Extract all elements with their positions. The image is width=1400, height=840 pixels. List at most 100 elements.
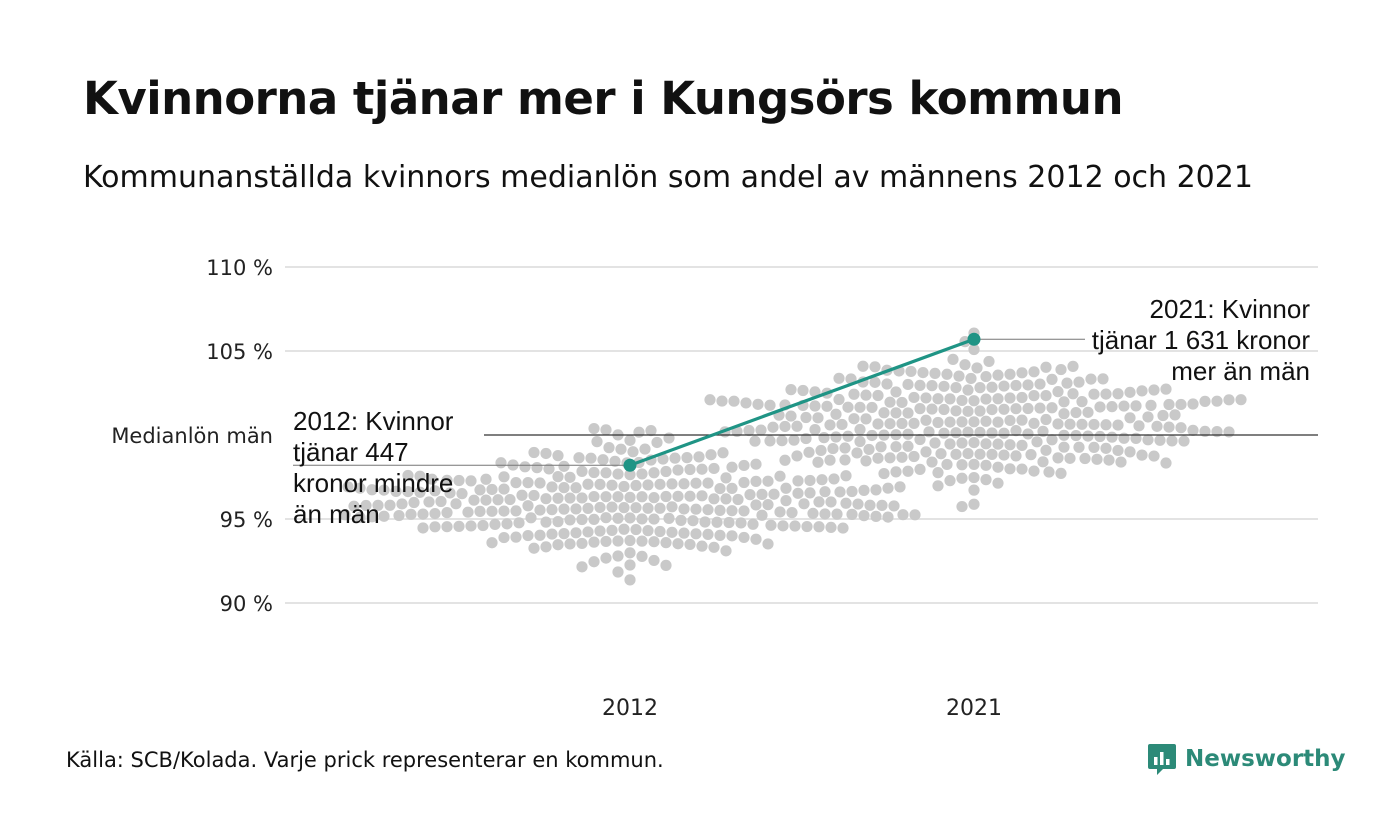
municipality-dot bbox=[798, 498, 810, 510]
municipality-dot bbox=[836, 418, 848, 431]
municipality-dot bbox=[968, 484, 980, 496]
municipality-dot bbox=[882, 482, 894, 494]
municipality-dot bbox=[1016, 391, 1028, 404]
municipality-dot bbox=[576, 513, 588, 526]
municipality-dot bbox=[914, 463, 926, 475]
municipality-dot bbox=[510, 477, 522, 489]
municipality-dot bbox=[480, 473, 492, 485]
municipality-dot bbox=[956, 394, 968, 407]
municipality-dot bbox=[747, 518, 759, 530]
municipality-dot bbox=[684, 538, 696, 551]
municipality-dot bbox=[441, 521, 453, 533]
municipality-dot bbox=[462, 506, 474, 518]
municipality-dot bbox=[956, 416, 968, 428]
municipality-dot bbox=[624, 534, 636, 547]
municipality-dot bbox=[558, 460, 570, 472]
municipality-dot bbox=[824, 454, 836, 466]
municipality-dot bbox=[660, 537, 672, 549]
municipality-dot bbox=[648, 536, 660, 548]
municipality-dot bbox=[1016, 439, 1028, 451]
municipality-dot bbox=[600, 424, 612, 436]
municipality-dot bbox=[525, 512, 537, 524]
municipality-dot bbox=[486, 505, 498, 517]
municipality-dot bbox=[744, 489, 756, 501]
municipality-dot bbox=[1028, 366, 1040, 378]
municipality-dot bbox=[618, 480, 630, 493]
municipality-dot bbox=[522, 529, 534, 542]
municipality-dot bbox=[588, 466, 600, 479]
municipality-dot bbox=[1088, 418, 1100, 431]
municipality-dot bbox=[926, 380, 938, 392]
municipality-dot bbox=[594, 525, 606, 537]
municipality-dot bbox=[591, 436, 603, 448]
municipality-dot bbox=[1106, 401, 1118, 413]
municipality-dot bbox=[908, 417, 920, 429]
municipality-dot bbox=[878, 467, 890, 480]
municipality-dot bbox=[612, 512, 624, 524]
municipality-dot bbox=[540, 493, 552, 505]
municipality-dot bbox=[1118, 400, 1130, 412]
municipality-dot bbox=[1094, 401, 1106, 413]
municipality-dot bbox=[1178, 435, 1190, 447]
municipality-dot bbox=[830, 431, 842, 443]
municipality-dot bbox=[738, 531, 750, 544]
municipality-dot bbox=[630, 523, 642, 536]
municipality-dot bbox=[675, 514, 687, 526]
municipality-dot bbox=[453, 520, 465, 532]
municipality-dot bbox=[720, 472, 732, 484]
municipality-dot bbox=[522, 477, 534, 489]
y-tick-label: 90 % bbox=[220, 592, 273, 616]
municipality-dot bbox=[980, 393, 992, 405]
municipality-dot bbox=[1097, 373, 1109, 385]
municipality-dot bbox=[956, 437, 968, 449]
municipality-dot bbox=[624, 512, 636, 524]
municipality-dot bbox=[624, 434, 636, 446]
municipality-dot bbox=[827, 442, 839, 455]
annotation-2021: 2021: Kvinnor tjänar 1 631 kronor mer än m… bbox=[1092, 294, 1311, 386]
municipality-dot bbox=[1169, 409, 1181, 421]
municipality-dot bbox=[872, 389, 884, 402]
municipality-dot bbox=[498, 471, 510, 483]
municipality-dot bbox=[642, 502, 654, 514]
municipality-dot bbox=[1010, 403, 1022, 415]
municipality-dot bbox=[564, 492, 576, 504]
municipality-dot bbox=[678, 503, 690, 515]
municipality-dot bbox=[797, 384, 809, 397]
municipality-dot bbox=[492, 494, 504, 506]
municipality-dot bbox=[780, 482, 792, 494]
municipality-dot bbox=[666, 501, 678, 513]
municipality-dot bbox=[354, 482, 366, 494]
municipality-dot bbox=[552, 516, 564, 528]
municipality-dot bbox=[723, 516, 735, 529]
municipality-dot bbox=[531, 462, 543, 474]
x-axis-labels: 2012 2021 bbox=[602, 696, 1002, 721]
municipality-dot bbox=[1040, 361, 1052, 373]
municipality-dot bbox=[804, 474, 816, 487]
municipality-dot bbox=[1040, 389, 1052, 402]
municipality-dot bbox=[780, 495, 792, 507]
chart-title: Kvinnorna tjänar mer i Kungsörs kommun bbox=[83, 72, 1124, 125]
municipality-dot bbox=[408, 496, 420, 509]
municipality-dot bbox=[624, 547, 636, 559]
annotation-line: än män bbox=[293, 499, 380, 529]
municipality-dot bbox=[552, 492, 564, 504]
municipality-dot bbox=[1073, 441, 1085, 453]
municipality-dot bbox=[441, 507, 453, 519]
municipality-dot bbox=[540, 541, 552, 553]
municipality-dot bbox=[666, 526, 678, 538]
municipality-dot bbox=[636, 491, 648, 503]
municipality-dot bbox=[804, 487, 816, 499]
municipality-dot bbox=[504, 493, 516, 506]
municipality-dot bbox=[968, 458, 980, 470]
brand-logo[interactable]: Newsworthy bbox=[1147, 742, 1346, 776]
annotations: 2012: Kvinnor tjänar 447 kronor mindre än m… bbox=[293, 294, 1310, 529]
municipality-dot bbox=[1154, 434, 1166, 446]
municipality-dot bbox=[1082, 430, 1094, 442]
municipality-dot bbox=[1187, 424, 1199, 436]
municipality-dot bbox=[992, 369, 1004, 381]
municipality-dot bbox=[917, 366, 929, 379]
municipality-dot bbox=[1163, 398, 1175, 411]
municipality-dot bbox=[941, 368, 953, 380]
municipality-dot bbox=[1004, 368, 1016, 380]
municipality-dot bbox=[564, 538, 576, 550]
